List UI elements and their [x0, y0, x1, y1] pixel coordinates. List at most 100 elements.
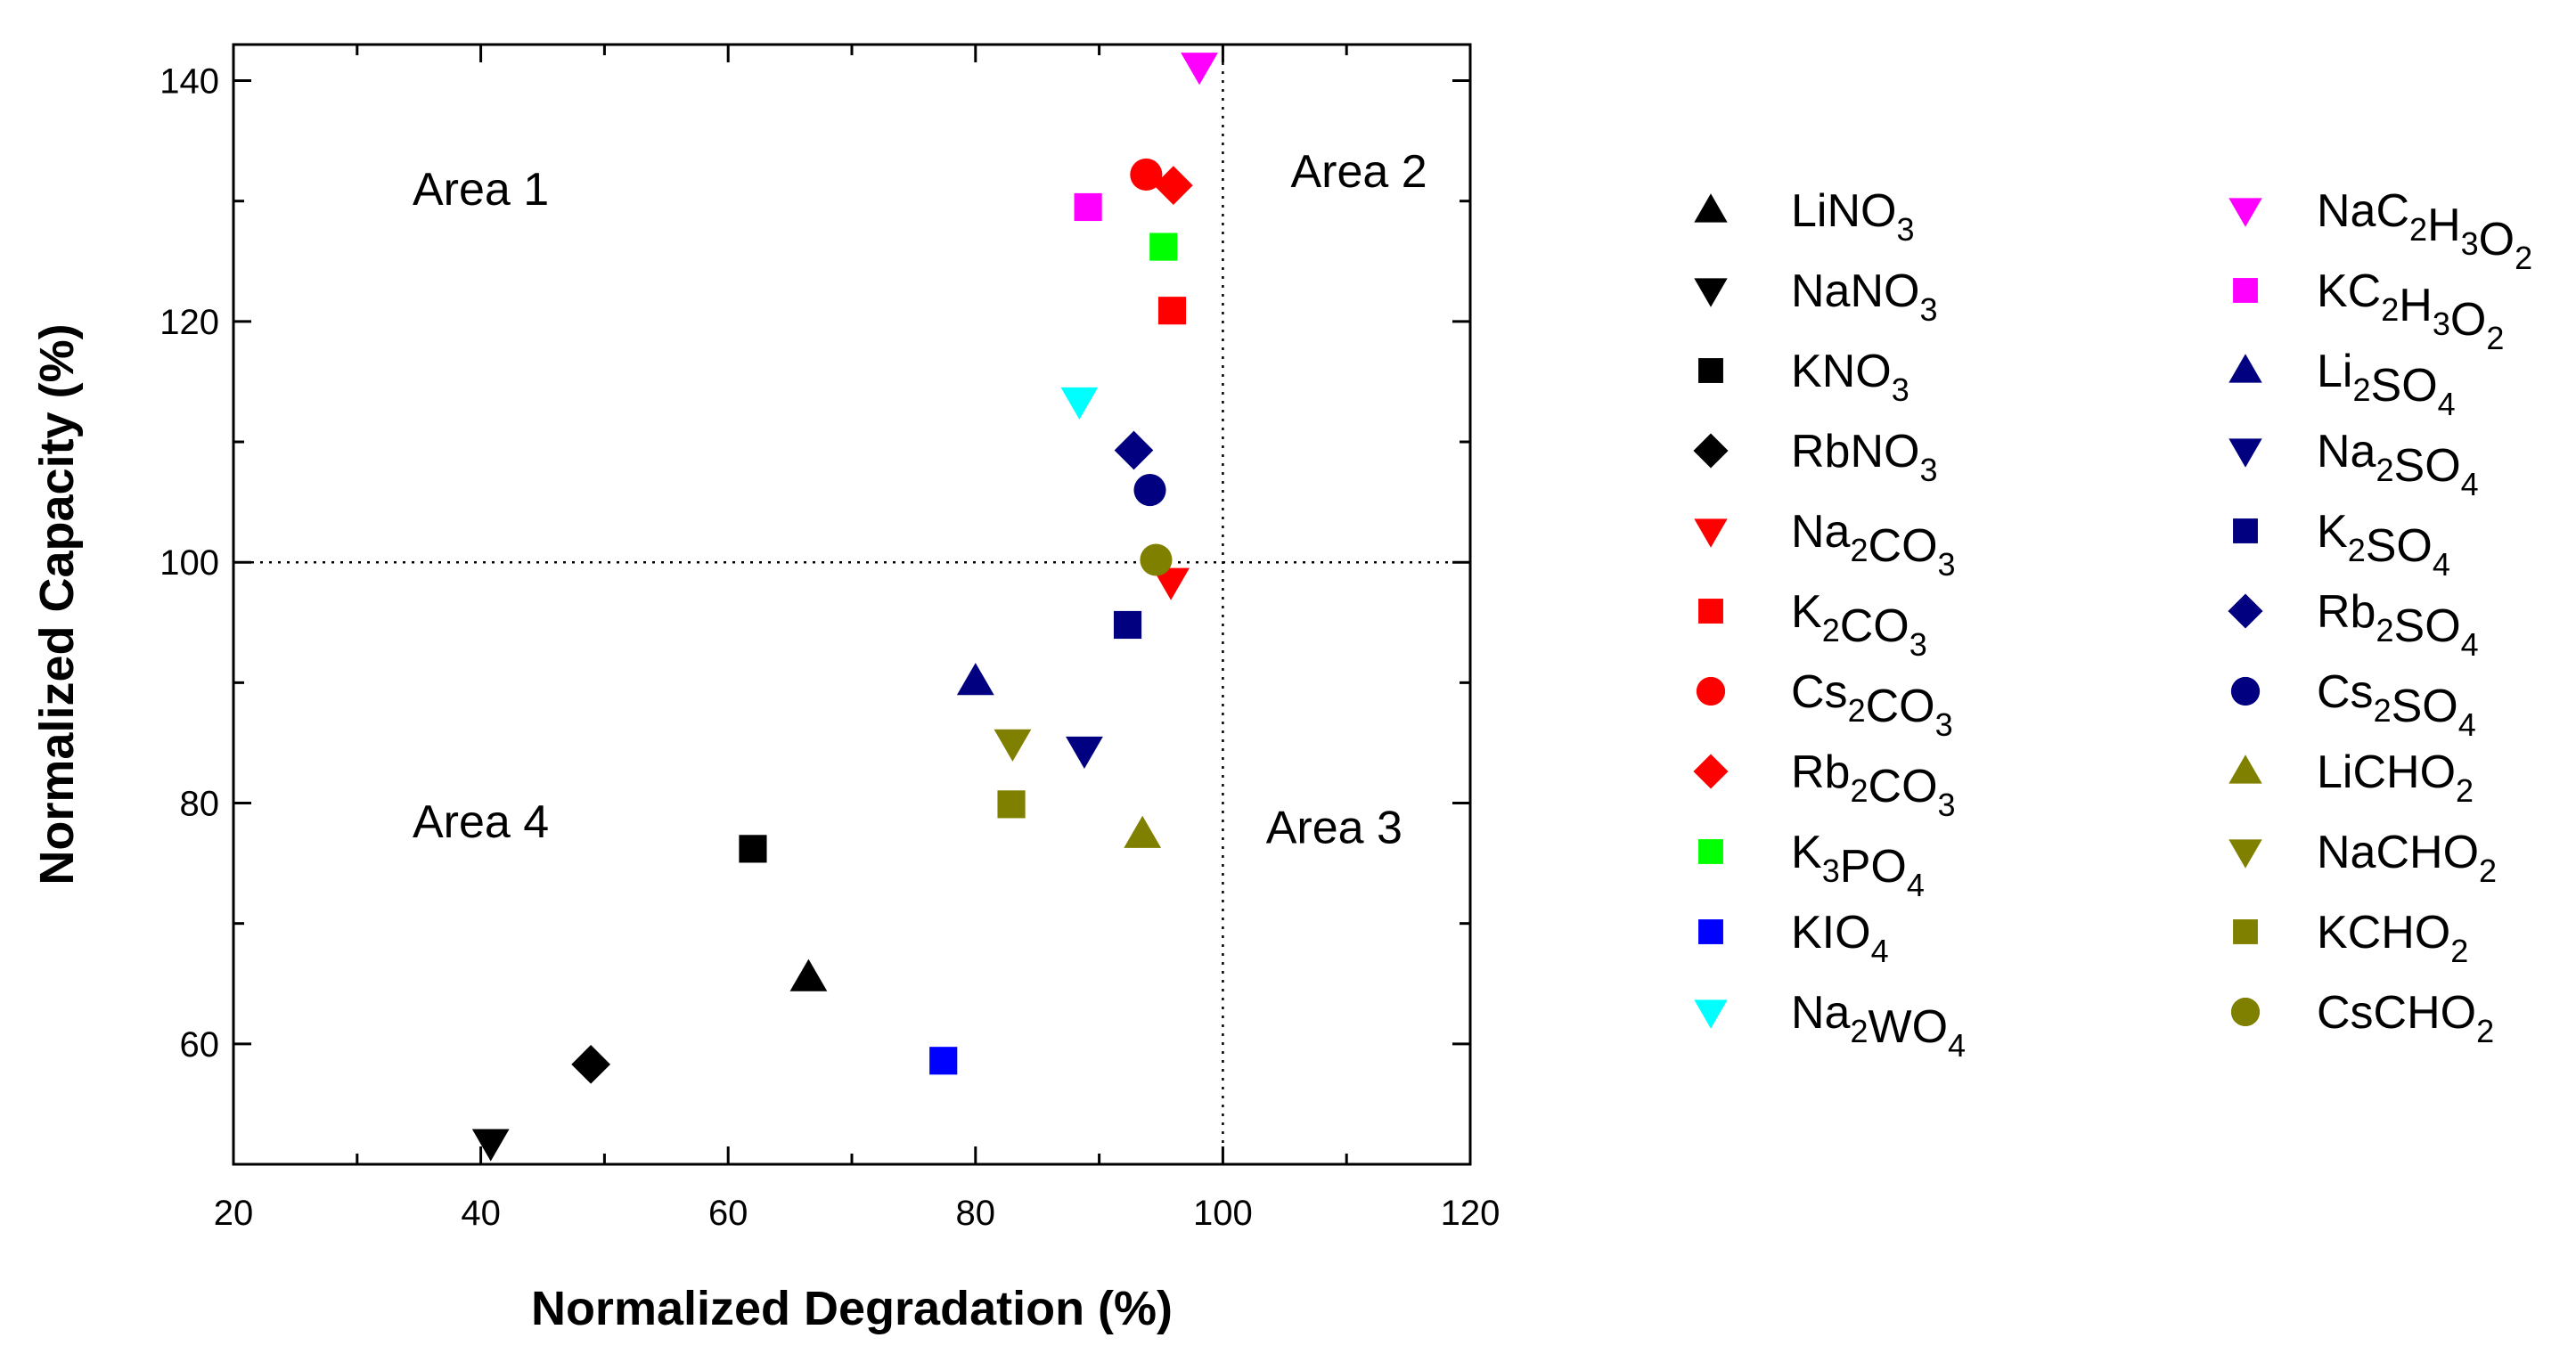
legend-marker: [1694, 278, 1728, 307]
legend-marker: [2228, 839, 2262, 869]
data-point-nac2h3o2: [1181, 53, 1218, 86]
legend-marker: [1698, 599, 1723, 624]
legend-label: RbNO3: [1791, 426, 1938, 488]
y-tick-label: 120: [159, 303, 219, 342]
x-tick-label: 100: [1193, 1194, 1253, 1233]
data-point-nacho2: [994, 729, 1032, 762]
data-point-cscho2: [1140, 543, 1173, 576]
data-point-li2so4: [956, 663, 994, 696]
x-tick-label: 60: [708, 1194, 748, 1233]
legend-label: KCHO2: [2317, 907, 2468, 969]
data-point-kno3: [739, 835, 767, 863]
legend-label: K2CO3: [1791, 586, 1927, 663]
legend-label: NaC2H3O2: [2317, 185, 2532, 276]
legend-label: Rb2SO4: [2317, 586, 2479, 663]
data-point-lino3: [789, 959, 828, 991]
legend-item-rb2co3: Rb2CO3: [1693, 746, 1956, 823]
data-point-kio4: [929, 1047, 958, 1075]
legend-item-kcho2: KCHO2: [2233, 907, 2468, 969]
legend-marker: [1696, 676, 1726, 706]
data-point-licho2: [1124, 815, 1162, 848]
data-point-cs2co3: [1130, 158, 1163, 192]
legend-marker: [2228, 198, 2262, 227]
legend-label: KIO4: [1791, 907, 1889, 969]
data-point-kcho2: [997, 790, 1026, 819]
area-label: Area 1: [413, 164, 549, 216]
legend-label: Na2CO3: [1791, 506, 1956, 583]
legend-item-cs2so4: Cs2SO4: [2230, 666, 2476, 743]
legend-item-rbno3: RbNO3: [1693, 426, 1938, 488]
legend-marker: [2233, 518, 2258, 543]
data-point-rb2co3: [1154, 166, 1193, 205]
legend-item-nac2h3o2: NaC2H3O2: [2228, 185, 2532, 276]
legend-label: KNO3: [1791, 346, 1910, 408]
legend-item-li2so4: Li2SO4: [2228, 346, 2456, 422]
data-point-rb2so4: [1114, 430, 1154, 470]
data-point-k2so4: [1113, 610, 1142, 640]
legend-marker: [1694, 999, 1728, 1029]
legend-marker: [2228, 354, 2262, 383]
x-tick-label: 40: [461, 1194, 501, 1233]
area-label: Area 4: [413, 796, 549, 848]
legend-item-na2wo4: Na2WO4: [1694, 987, 1966, 1064]
area-label: Area 3: [1266, 803, 1402, 854]
data-point-cs2so4: [1133, 474, 1166, 507]
data-point-k3po4: [1149, 232, 1178, 261]
data-point-rbno3: [571, 1044, 610, 1084]
data-point-k2co3: [1157, 297, 1187, 325]
y-tick-label: 100: [159, 543, 219, 583]
legend-marker: [1693, 754, 1729, 789]
legend-label: NaNO3: [1791, 265, 1938, 328]
legend-item-k2so4: K2SO4: [2233, 506, 2450, 583]
legend-item-cs2co3: Cs2CO3: [1696, 666, 1953, 743]
legend-marker: [2233, 278, 2258, 303]
legend-label: Cs2SO4: [2317, 666, 2476, 743]
data-point-nano3: [471, 1129, 510, 1162]
area-annotations: Area 1 Area 2 Area 3 Area 4: [413, 146, 1427, 854]
legend-item-licho2: LiCHO2: [2228, 746, 2474, 809]
legend-marker: [1698, 358, 1723, 383]
data-point-kc2h3o2: [1074, 192, 1102, 222]
axes: 20 40 60 80 100 120 60 80 100 120 140 Normalized De…: [30, 45, 1500, 1335]
legend-marker: [1694, 193, 1728, 223]
legend-marker: [1694, 518, 1728, 548]
legend-item-na2co3: Na2CO3: [1694, 506, 1956, 583]
data-markers: [471, 53, 1218, 1162]
legend-label: NaCHO2: [2317, 827, 2497, 889]
x-tick-label: 120: [1441, 1194, 1501, 1233]
legend-marker: [2228, 438, 2262, 468]
legend-item-nacho2: NaCHO2: [2228, 827, 2497, 889]
legend-label: LiNO3: [1791, 185, 1915, 248]
legend-marker: [2230, 676, 2261, 706]
legend-item-rb2so4: Rb2SO4: [2228, 586, 2479, 663]
legend-marker: [1698, 919, 1723, 944]
legend-marker: [2228, 755, 2262, 784]
legend-item-nano3: NaNO3: [1694, 265, 1938, 328]
x-axis-title: Normalized Degradation (%): [531, 1282, 1173, 1335]
legend-label: LiCHO2: [2317, 746, 2474, 809]
legend-label: Rb2CO3: [1791, 746, 1956, 823]
legend-item-kio4: KIO4: [1698, 907, 1889, 969]
legend-label: Na2SO4: [2317, 426, 2479, 502]
legend-marker: [1698, 839, 1723, 864]
y-tick-label: 80: [180, 785, 220, 824]
legend-label: K2SO4: [2317, 506, 2450, 583]
legend-label: CsCHO2: [2317, 987, 2494, 1049]
legend-marker: [1693, 433, 1729, 469]
y-axis-title: Normalized Capacity (%): [30, 323, 84, 885]
legend-item-cscho2: CsCHO2: [2230, 987, 2494, 1049]
data-point-na2so4: [1066, 736, 1103, 769]
legend-item-kc2h3o2: KC2H3O2: [2233, 265, 2504, 356]
legend: LiNO3 NaNO3 KNO3 RbNO3 Na2CO3K2CO3Cs2CO3Rb2C…: [1693, 185, 2532, 1064]
legend-label: Na2WO4: [1791, 987, 1966, 1064]
data-point-na2wo4: [1060, 387, 1099, 420]
legend-item-k2co3: K2CO3: [1698, 586, 1927, 663]
y-tick-label: 60: [180, 1025, 220, 1065]
y-tick-label: 140: [159, 62, 219, 102]
legend-marker: [2228, 593, 2263, 629]
area-label: Area 2: [1290, 146, 1427, 198]
legend-item-kno3: KNO3: [1698, 346, 1910, 408]
x-tick-label: 20: [214, 1194, 254, 1233]
legend-marker: [2233, 919, 2258, 944]
